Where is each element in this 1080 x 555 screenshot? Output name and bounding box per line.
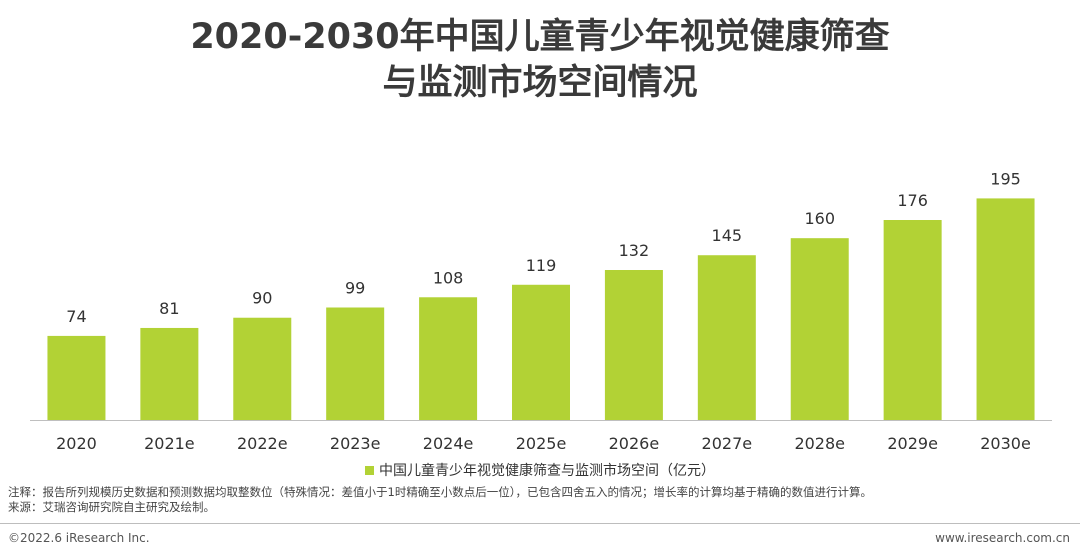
- bar-2020: [47, 335, 106, 420]
- x-tick-2024e: 2024e: [423, 434, 474, 453]
- legend: 中国儿童青少年视觉健康筛查与监测市场空间（亿元）: [0, 460, 1080, 480]
- x-tick-2022e: 2022e: [237, 434, 288, 453]
- value-labels-group: 74 81 90 99 108 119 132 145 160 176 195: [66, 169, 1021, 326]
- value-label-2030e: 195: [990, 169, 1021, 188]
- bar-2029e: [883, 220, 942, 420]
- x-tick-2023e: 2023e: [330, 434, 381, 453]
- value-label-2027e: 145: [712, 226, 743, 245]
- bar-2024e: [419, 297, 478, 420]
- bar-2030e: [976, 198, 1035, 420]
- bar-2027e: [697, 255, 756, 420]
- x-tick-2027e: 2027e: [702, 434, 753, 453]
- chart-title: 2020-2030年中国儿童青少年视觉健康筛查 与监测市场空间情况: [0, 14, 1080, 106]
- bar-2025e: [512, 284, 570, 420]
- value-label-2028e: 160: [804, 209, 835, 228]
- value-label-2021e: 81: [159, 299, 179, 318]
- legend-swatch: [365, 465, 374, 475]
- value-label-2020: 74: [66, 307, 86, 326]
- value-label-2026e: 132: [619, 241, 650, 260]
- note-text: 注释：报告所列规模历史数据和预测数据均取整数位（特殊情况：差值小于1时精确至小数…: [8, 485, 873, 499]
- value-label-2024e: 108: [433, 268, 464, 287]
- bar-2028e: [790, 238, 849, 420]
- bar-2023e: [326, 307, 385, 420]
- x-tick-labels-group: 2020 2021e 2022e 2023e 2024e 2025e 2026e 2027e 2…: [56, 434, 1031, 453]
- legend-label: 中国儿童青少年视觉健康筛查与监测市场空间（亿元）: [379, 463, 715, 479]
- x-tick-2028e: 2028e: [794, 434, 845, 453]
- x-tick-2025e: 2025e: [516, 434, 567, 453]
- source-text: 来源：艾瑞咨询研究院自主研究及绘制。: [8, 500, 215, 514]
- value-label-2029e: 176: [897, 191, 928, 210]
- notes: 注释：报告所列规模历史数据和预测数据均取整数位（特殊情况：差值小于1时精确至小数…: [8, 485, 872, 515]
- title-line-1: 2020-2030年中国儿童青少年视觉健康筛查: [190, 17, 890, 57]
- bar-2022e: [233, 317, 292, 420]
- value-label-2022e: 90: [252, 289, 272, 308]
- bar-2021e: [140, 327, 199, 420]
- bars-group: [47, 198, 1035, 420]
- x-tick-2029e: 2029e: [887, 434, 938, 453]
- x-tick-2030e: 2030e: [980, 434, 1031, 453]
- website-link[interactable]: www.iresearch.com.cn: [935, 531, 1070, 545]
- footer-divider: [0, 523, 1080, 524]
- x-tick-2020: 2020: [56, 434, 97, 453]
- value-label-2023e: 99: [345, 279, 365, 298]
- x-tick-2026e: 2026e: [609, 434, 660, 453]
- x-tick-2021e: 2021e: [144, 434, 195, 453]
- title-line-2: 与监测市场空间情况: [382, 63, 698, 103]
- value-label-2025e: 119: [526, 256, 557, 275]
- copyright: ©2022.6 iResearch Inc.: [8, 531, 150, 545]
- bar-2026e: [604, 270, 663, 420]
